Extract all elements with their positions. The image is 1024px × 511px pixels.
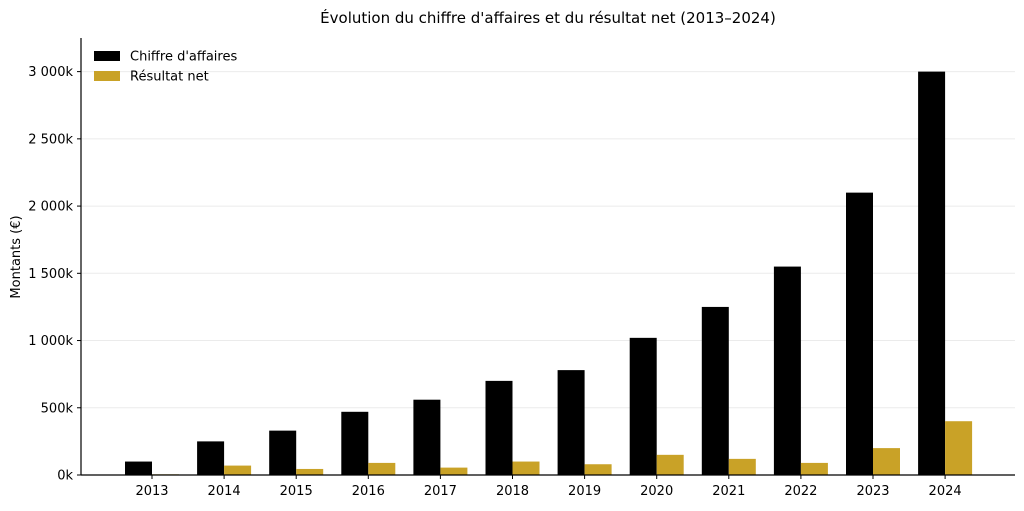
bar-chiffre-affaires [701,306,729,475]
x-tick-label: 2013 [135,484,168,499]
legend-label: Chiffre d'affaires [130,50,237,65]
bar-resultat-net [656,454,684,475]
legend-swatch [94,51,120,61]
x-tick-label: 2023 [856,484,889,499]
y-tick-label: 500k [41,401,74,416]
y-tick-label: 3 000k [28,65,73,80]
x-tick-label: 2022 [784,484,817,499]
bar-resultat-net [296,468,324,475]
bar-resultat-net [584,464,612,475]
x-tick-label: 2016 [352,484,385,499]
x-tick-label: 2020 [640,484,673,499]
bar-resultat-net [512,461,540,475]
bar-chiffre-affaires [485,380,513,475]
x-tick-label: 2024 [929,484,962,499]
bar-resultat-net [368,462,396,475]
chart-title: Évolution du chiffre d'affaires et du ré… [320,8,776,27]
bar-chiffre-affaires [629,337,657,475]
y-tick-label: 2 000k [28,200,73,215]
bar-chiffre-affaires [557,370,585,475]
bar-chiffre-affaires [773,266,801,475]
bar-resultat-net [873,448,900,475]
legend-label: Résultat net [130,70,209,85]
y-tick-label: 1 000k [28,334,73,349]
legend-swatch [94,71,120,81]
bar-chiffre-affaires [918,71,946,475]
gridlines [81,71,1015,409]
y-tick-label: 1 500k [28,267,73,282]
bar-chiffre-affaires [846,192,873,475]
legend: Chiffre d'affaires Résultat net [94,50,237,85]
x-tick-label: 2017 [424,484,457,499]
bar-resultat-net [224,465,252,475]
x-tick-label: 2018 [496,484,529,499]
bars [125,71,973,475]
y-ticks: 0k 500k 1 000k 1 500k 2 000k 2 500k 3 000k [28,65,81,484]
bar-resultat-net [945,421,973,475]
bar-resultat-net [800,462,828,475]
x-tick-label: 2015 [280,484,313,499]
y-tick-label: 2 500k [28,132,73,147]
axes [80,38,1015,476]
x-tick-label: 2014 [208,484,241,499]
bar-chiffre-affaires [413,399,441,475]
x-tick-label: 2019 [568,484,601,499]
bar-chiffre-affaires [341,411,369,475]
bar-resultat-net [728,458,756,475]
bar-chiffre-affaires [269,430,297,475]
bar-chiffre-affaires [197,441,225,475]
y-tick-label: 0k [57,469,73,484]
x-ticks: 2013 2014 2015 2016 2017 2018 2019 2020 2021 2022… [135,475,962,499]
bar-chiffre-affaires [125,461,152,475]
y-axis-label: Montants (€) [9,215,24,298]
bar-resultat-net [440,467,468,475]
x-tick-label: 2021 [712,484,745,499]
